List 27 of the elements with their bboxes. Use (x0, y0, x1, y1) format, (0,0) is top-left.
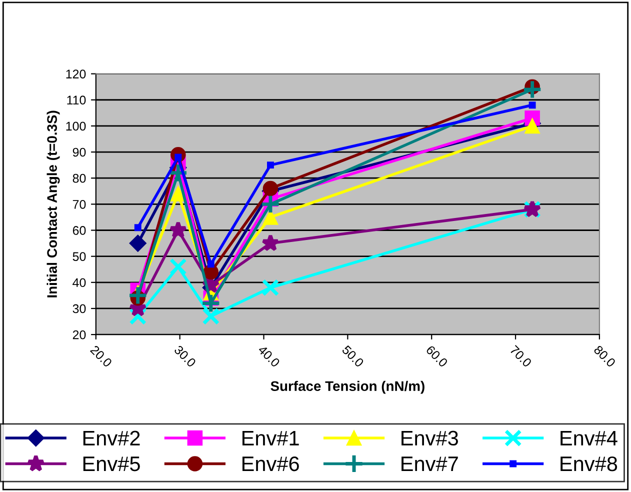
y-tick-label: 110 (67, 96, 86, 105)
x-tick-label: 50.0 (342, 344, 364, 368)
y-tick-label: 120 (66, 70, 86, 78)
y-tick-label: 60 (72, 226, 86, 235)
legend-label: Env#1 (242, 431, 299, 446)
legend-label: Env#5 (83, 456, 140, 472)
legend-label: Env#3 (402, 430, 458, 446)
y-tick-label: 20 (72, 330, 86, 340)
legend-label: Env#6 (242, 456, 299, 472)
y-axis-title: Initial Contact Angle (t=0.3S) (46, 110, 60, 298)
x-tick-label: 30.0 (174, 344, 196, 368)
x-tick-label: 80.0 (593, 344, 616, 368)
legend-label: Env#2 (83, 430, 140, 446)
legend-label: Env#8 (560, 456, 618, 472)
y-tick-label: 40 (72, 278, 86, 288)
y-tick-label: 50 (72, 252, 86, 261)
y-tick-label: 80 (72, 174, 86, 183)
y-tick-label: 90 (72, 148, 86, 157)
x-axis-title: Surface Tension (nN/m) (270, 380, 424, 394)
legend-label: Env#4 (560, 431, 618, 446)
y-tick-label: 70 (72, 200, 86, 209)
y-tick-label: 100 (66, 122, 86, 131)
x-tick-label: 40.0 (257, 344, 280, 368)
legend-label: Env#7 (402, 456, 458, 472)
x-tick-label: 20.0 (90, 344, 113, 368)
y-tick-label: 30 (72, 304, 86, 314)
x-tick-label: 60.0 (426, 344, 448, 368)
